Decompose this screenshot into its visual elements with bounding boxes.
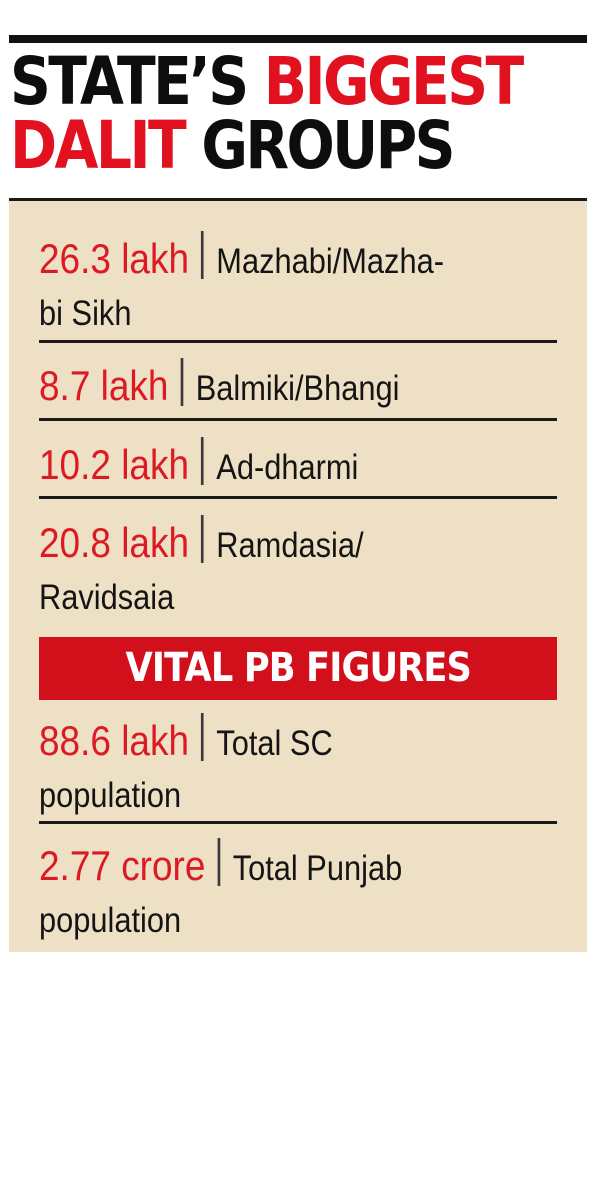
group-label: Balmiki/Bhangi: [195, 369, 400, 408]
group-row: 20.8 lakh Ramdasia/ Ravidsaia: [39, 515, 557, 619]
headline-red-text: DALIT: [10, 107, 202, 184]
row-separator: [39, 496, 557, 499]
group-label: Mazhabi/Mazha-: [216, 242, 444, 281]
vital-label: Total SC: [216, 724, 333, 763]
vital-label: Total Punjab: [232, 849, 403, 888]
headline-black-text: STATE’S: [10, 43, 264, 120]
group-row: 26.3 lakh Mazhabi/Mazha- bi Sikh: [39, 231, 557, 335]
headline-line-1: STATE’S BIGGEST: [10, 49, 524, 115]
group-row: 8.7 lakh Balmiki/Bhangi: [39, 358, 557, 420]
vital-value: 2.77 crore: [39, 842, 206, 889]
divider-bar: [201, 437, 204, 485]
headline-line-2: DALIT GROUPS: [10, 113, 509, 179]
info-panel: 26.3 lakh Mazhabi/Mazha- bi Sikh 8.7 lakh…: [9, 198, 587, 952]
row-separator: [39, 418, 557, 421]
group-label-continued: Ravidsaia: [39, 578, 175, 617]
row-separator: [39, 340, 557, 343]
group-value: 26.3 lakh: [39, 235, 190, 282]
group-value: 8.7 lakh: [39, 362, 169, 409]
group-value: 20.8 lakh: [39, 519, 190, 566]
vital-value: 88.6 lakh: [39, 717, 190, 764]
divider-bar: [201, 713, 204, 761]
group-label-continued: bi Sikh: [39, 294, 132, 333]
vital-row: 88.6 lakh Total SC population: [39, 713, 557, 817]
headline: STATE’S BIGGEST DALIT GROUPS: [10, 49, 524, 179]
row-separator: [39, 821, 557, 824]
group-row: 10.2 lakh Ad-dharmi: [39, 437, 557, 499]
group-label: Ad-dharmi: [216, 448, 359, 487]
vital-label-continued: population: [39, 776, 182, 815]
vital-figures-banner: VITAL PB FIGURES: [39, 637, 557, 700]
group-value: 10.2 lakh: [39, 441, 190, 488]
group-label: Ramdasia/: [216, 526, 364, 565]
vital-row: 2.77 crore Total Punjab population: [39, 838, 557, 942]
divider-bar: [201, 515, 204, 563]
divider-bar: [201, 231, 204, 279]
headline-black-text: GROUPS: [201, 107, 455, 184]
vital-label-continued: population: [39, 901, 182, 940]
banner-title: VITAL PB FIGURES: [125, 645, 471, 691]
divider-bar: [180, 358, 184, 406]
headline-red-text: BIGGEST: [263, 43, 524, 120]
divider-bar: [217, 838, 221, 886]
top-rule: [9, 35, 587, 43]
